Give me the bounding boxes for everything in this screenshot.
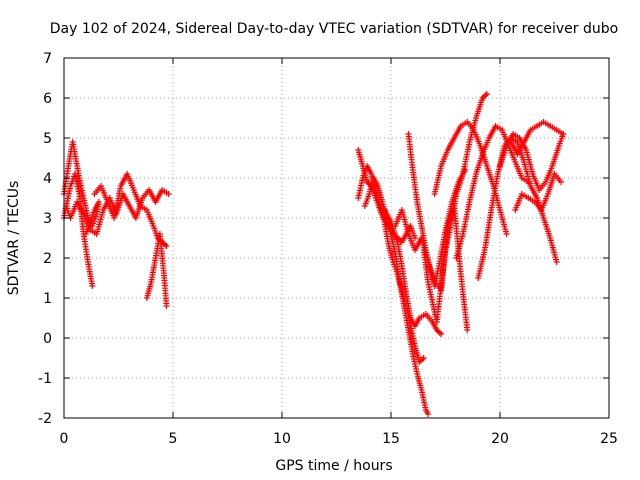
series-sat-e	[143, 231, 170, 309]
series-sat-d	[91, 171, 170, 249]
series-sat-l	[420, 91, 490, 325]
x-tick-label-2: 10	[273, 431, 291, 447]
plot-frame	[63, 57, 610, 419]
series-sat-r	[507, 119, 567, 157]
series-markers-sat-h	[361, 175, 432, 417]
y-tick-label-7: 5	[43, 131, 52, 147]
series-sat-i	[381, 207, 445, 337]
x-tick-label-3: 15	[382, 431, 400, 447]
chart-title: Day 102 of 2024, Sidereal Day-to-day VTE…	[50, 21, 618, 37]
y-tick-label-8: 6	[43, 91, 52, 107]
y-tick-label-2: 0	[43, 331, 52, 347]
x-tick-label-4: 20	[491, 431, 509, 447]
y-tick-label-1: -1	[38, 371, 52, 387]
series-markers-sat-d	[91, 171, 170, 249]
x-tick-label-0: 0	[60, 431, 69, 447]
tick-layer: 0 5 10 15 20 25 -2 -1 0 1 2 3 4 5 6 7	[38, 51, 618, 447]
x-tick-label-1: 5	[169, 431, 178, 447]
y-axis-label: SDTVAR / TECUs	[6, 181, 22, 296]
y-tick-label-6: 4	[43, 171, 52, 187]
y-tick-label-3: 1	[43, 291, 52, 307]
series-sat-q	[512, 171, 565, 213]
series-markers-sat-e	[143, 231, 170, 309]
series-sat-h	[361, 175, 432, 417]
series-markers-sat-q	[512, 171, 565, 213]
series-markers-sat-k	[405, 131, 469, 289]
series-layer	[61, 91, 567, 417]
y-tick-label-5: 3	[43, 211, 52, 227]
series-markers-sat-i	[381, 207, 445, 337]
y-tick-label-0: -2	[38, 411, 52, 427]
y-tick-label-9: 7	[43, 51, 52, 67]
series-markers-sat-l	[420, 91, 490, 325]
x-tick-label-5: 25	[600, 431, 618, 447]
grid-layer	[64, 58, 609, 418]
series-markers-sat-r	[507, 119, 567, 157]
y-tick-label-4: 2	[43, 251, 52, 267]
series-sat-k	[405, 131, 469, 289]
x-axis-label: GPS time / hours	[275, 458, 392, 474]
